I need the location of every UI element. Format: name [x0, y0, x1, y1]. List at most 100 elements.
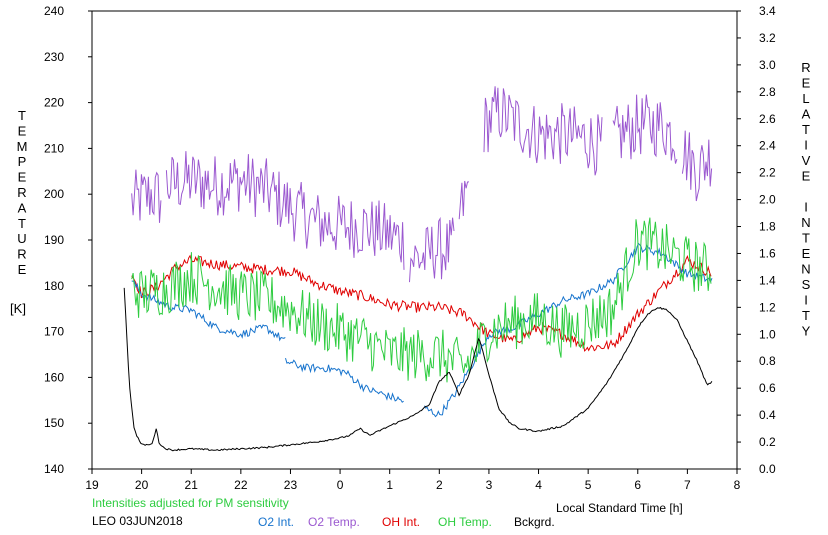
legend-o2-int: O2 Int. — [258, 515, 295, 529]
y-right-tick-label: 0.2 — [759, 435, 776, 449]
y-left-tick-label: 170 — [44, 325, 64, 339]
y-right-tick-label: 0.6 — [759, 381, 776, 395]
series-oh-temp — [131, 217, 712, 383]
x-tick-label: 2 — [436, 478, 443, 492]
series-bckgrd — [123, 287, 713, 452]
x-tick-label: 5 — [585, 478, 592, 492]
station-date: LEO 03JUN2018 — [92, 514, 183, 528]
y-right-title-letter: I — [804, 200, 808, 215]
y-right-title-letter: V — [802, 153, 811, 168]
series-oh-int — [131, 254, 712, 352]
y-right-tick-label: 1.2 — [759, 300, 776, 314]
y-right-tick-label: 3.2 — [759, 31, 776, 45]
x-tick-label: 22 — [234, 478, 248, 492]
y-right-title-letter: E — [802, 169, 811, 184]
series-line — [409, 216, 455, 283]
y-left-title-letter: U — [17, 231, 26, 246]
y-axis-left-unit: [K] — [10, 301, 26, 316]
y-left-title-letter: R — [17, 247, 26, 262]
series-line — [483, 86, 603, 176]
y-left-title-letter: R — [17, 185, 26, 200]
y-left-tick-label: 230 — [44, 50, 64, 64]
y-right-title-letter: T — [802, 122, 810, 137]
y-right-title-letter: E — [802, 246, 811, 261]
y-right-title-letter: S — [802, 277, 811, 292]
series-line — [131, 217, 712, 383]
y-left-title-letter: A — [18, 200, 27, 215]
y-right-tick-label: 0.4 — [759, 408, 776, 422]
series-line — [131, 169, 162, 223]
y-left-tick-label: 220 — [44, 96, 64, 110]
series-line — [285, 357, 404, 403]
y-axis-left-ticks: 140 150 160 170 180 190 200 210 220 230 240 — [44, 4, 92, 476]
y-right-tick-label: 1.6 — [759, 246, 776, 260]
legend-bckgrd: Bckgrd. — [514, 515, 555, 529]
y-left-tick-label: 150 — [44, 416, 64, 430]
legend-oh-temp: OH Temp. — [438, 515, 492, 529]
plot-frame — [91, 10, 738, 470]
legend-o2-temp: O2 Temp. — [308, 515, 360, 529]
series-layer — [123, 86, 713, 452]
y-right-title-letter: N — [801, 215, 810, 230]
y-left-title-letter: E — [18, 170, 27, 185]
y-right-title-letter: N — [801, 262, 810, 277]
y-right-title-letter: L — [802, 91, 809, 106]
y-right-tick-label: 2.0 — [759, 193, 776, 207]
y-right-title-letter: T — [802, 308, 810, 323]
x-tick-label: 20 — [135, 478, 149, 492]
y-left-title-letter: E — [18, 123, 27, 138]
y-axis-right-ticks: 0.0 0.2 0.4 0.6 0.8 1.0 1.2 1.4 1.6 1.8 2.0 2.2 2.4 2… — [737, 4, 776, 476]
series-line — [170, 303, 286, 342]
y-left-tick-label: 200 — [44, 187, 64, 201]
series-line — [165, 151, 405, 270]
x-tick-label: 1 — [386, 478, 393, 492]
y-right-title-letter: I — [804, 293, 808, 308]
x-tick-label: 0 — [337, 478, 344, 492]
y-right-tick-label: 1.4 — [759, 273, 776, 287]
y-left-tick-label: 140 — [44, 462, 64, 476]
y-right-title-letter: E — [802, 76, 811, 91]
y-right-title-letter: T — [802, 231, 810, 246]
y-right-tick-label: 0.0 — [759, 462, 776, 476]
y-right-tick-label: 2.4 — [759, 139, 776, 153]
y-right-title-letter: I — [804, 138, 808, 153]
x-axis-ticks: 19 20 21 22 23 0 1 2 3 4 5 6 7 8 — [85, 469, 741, 492]
y-right-tick-label: 1.0 — [759, 327, 776, 341]
y-left-tick-label: 240 — [44, 4, 64, 18]
y-right-tick-label: 3.0 — [759, 58, 776, 72]
y-left-title-letter: M — [17, 139, 28, 154]
y-left-title-letter: T — [18, 108, 26, 123]
x-tick-label: 23 — [284, 478, 298, 492]
y-right-tick-label: 3.4 — [759, 4, 776, 18]
x-tick-label: 21 — [185, 478, 199, 492]
y-left-tick-label: 210 — [44, 141, 64, 155]
series-line — [123, 287, 713, 452]
x-tick-label: 7 — [684, 478, 691, 492]
y-left-title-letter: P — [18, 154, 27, 169]
x-tick-label: 4 — [535, 478, 542, 492]
series-line — [681, 130, 713, 202]
y-right-tick-label: 0.8 — [759, 354, 776, 368]
series-line — [612, 94, 678, 164]
y-right-tick-label: 1.8 — [759, 220, 776, 234]
x-tick-label: 19 — [85, 478, 99, 492]
y-right-title-letter: A — [802, 107, 811, 122]
y-right-tick-label: 2.8 — [759, 85, 776, 99]
y-right-title-letter: R — [801, 60, 810, 75]
y-left-tick-label: 160 — [44, 370, 64, 384]
y-left-tick-label: 190 — [44, 233, 64, 247]
y-right-title-letter: Y — [802, 324, 811, 339]
series-line — [131, 254, 712, 352]
y-right-tick-label: 2.2 — [759, 166, 776, 180]
legend-oh-int: OH Int. — [382, 515, 421, 529]
x-tick-label: 6 — [634, 478, 641, 492]
series-line — [458, 180, 470, 220]
x-tick-label: 8 — [734, 478, 741, 492]
series-line — [131, 280, 171, 311]
y-left-tick-label: 180 — [44, 279, 64, 293]
y-left-title-letter: E — [18, 262, 27, 277]
y-right-tick-label: 2.6 — [759, 112, 776, 126]
